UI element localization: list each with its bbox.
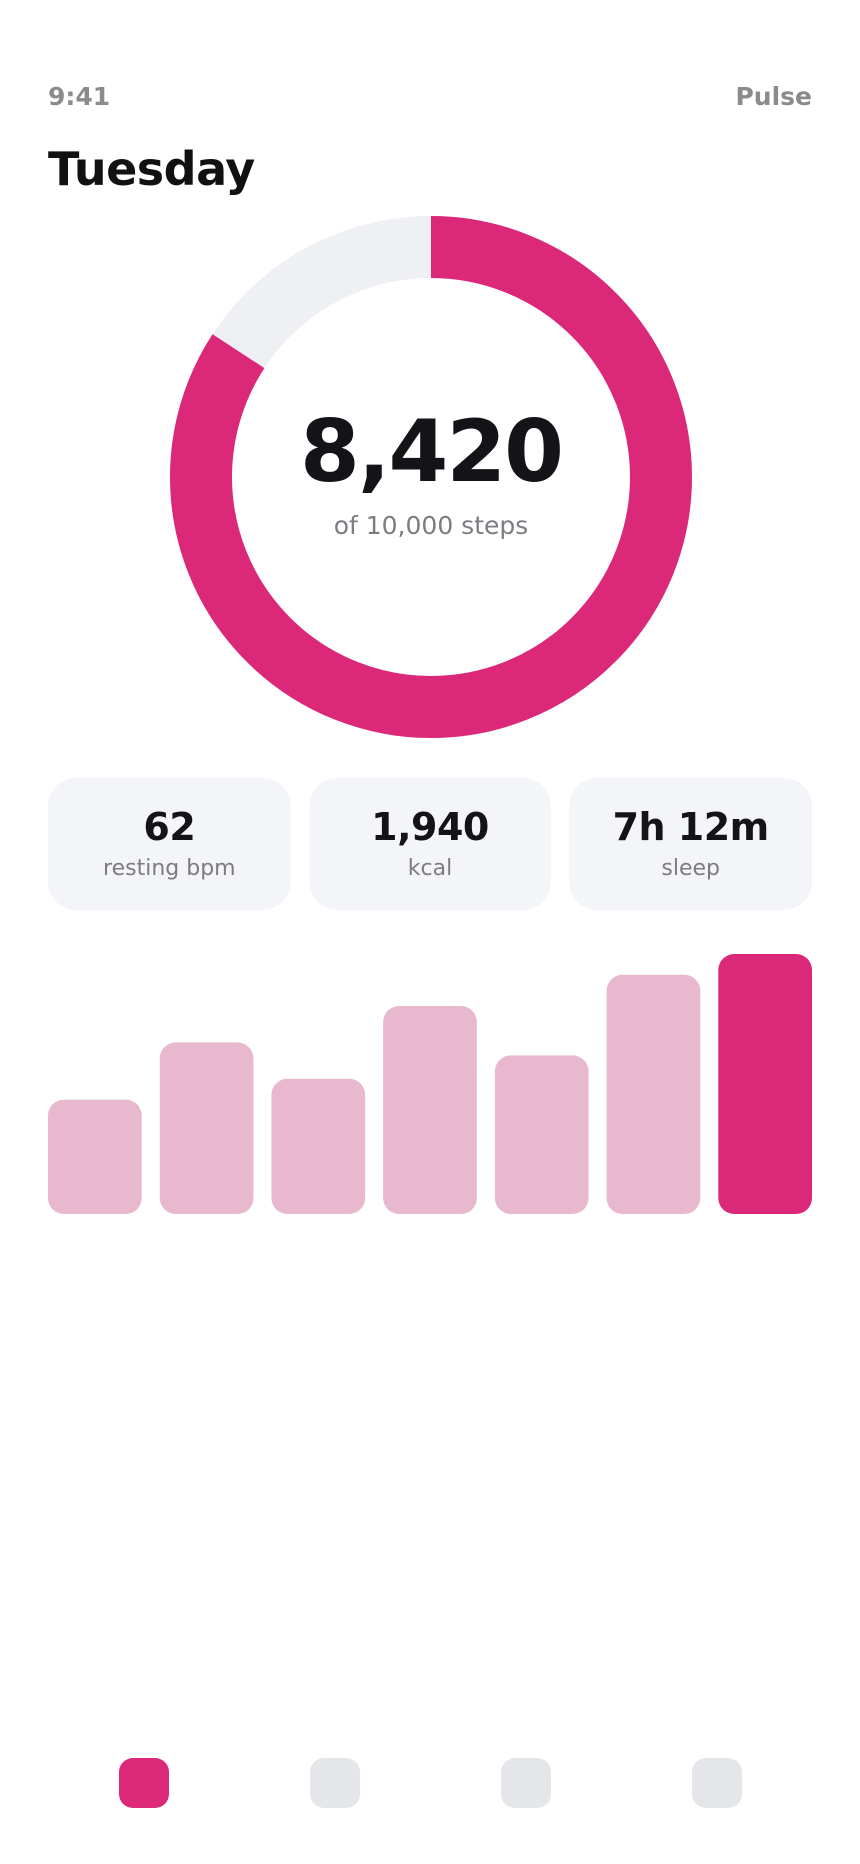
stats-row: 62 resting bpm 1,940 kcal 7h 12m sleep [48, 778, 813, 910]
bar-5 [494, 1055, 589, 1214]
tab-3-icon[interactable] [501, 1758, 551, 1808]
tab-1-icon[interactable] [119, 1758, 169, 1808]
tab-2-icon[interactable] [310, 1758, 360, 1808]
bar-1 [48, 1099, 142, 1214]
stat-card-heart-rate: 62 resting bpm [48, 778, 291, 910]
tab-4-icon[interactable] [692, 1758, 742, 1808]
app-name: Pulse [735, 82, 812, 111]
bar-4 [383, 1006, 477, 1214]
bar-6 [606, 974, 701, 1214]
stat-card-sleep: 7h 12m sleep [569, 778, 813, 910]
ring-progress [170, 216, 692, 738]
stat-card-calories: 1,940 kcal [308, 778, 552, 910]
stat-value: 62 [143, 804, 196, 849]
bar-3 [271, 1078, 366, 1214]
steps-count: 8,420 [299, 401, 564, 502]
stat-value: 1,940 [371, 804, 489, 849]
page-title: Tuesday [48, 142, 255, 196]
stat-label: sleep [661, 855, 720, 881]
bar-7 [718, 954, 812, 1214]
bar-2 [159, 1042, 254, 1214]
steps-ring-graphic [170, 216, 692, 738]
status-time: 9:41 [48, 82, 111, 111]
stat-label: resting bpm [103, 855, 236, 881]
stat-value: 7h 12m [612, 804, 770, 849]
steps-ring: 8,420 of 10,000 steps [170, 216, 692, 738]
stat-label: kcal [407, 855, 453, 881]
bottom-nav [0, 1758, 860, 1808]
ring-center: 8,420 of 10,000 steps [170, 216, 692, 738]
status-bar: 9:41 Pulse [48, 82, 812, 111]
weekly-bar-chart [48, 954, 812, 1214]
steps-goal-label: of 10,000 steps [333, 510, 529, 540]
